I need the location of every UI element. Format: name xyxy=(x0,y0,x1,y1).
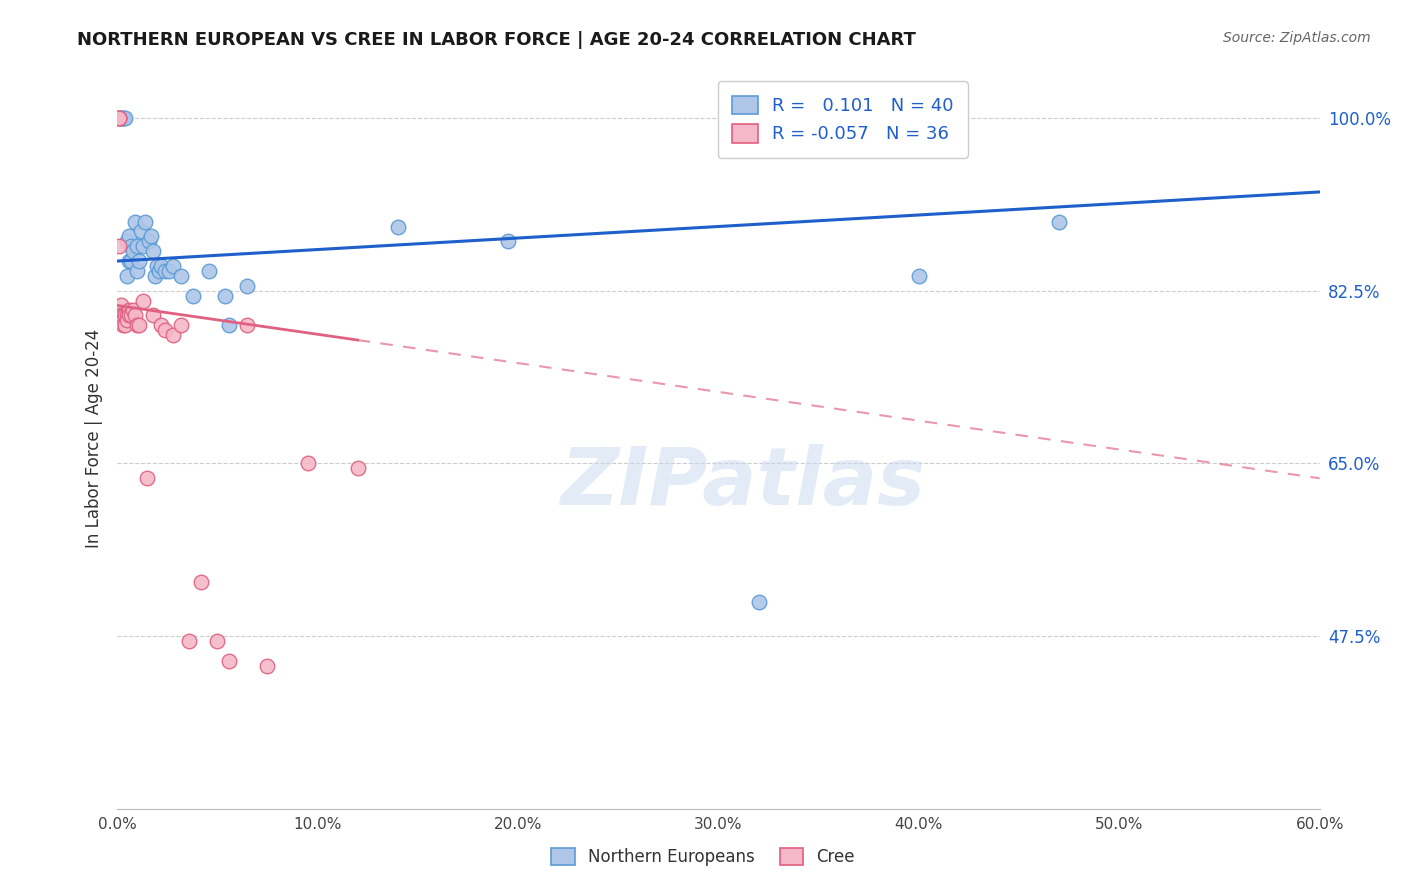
Point xyxy=(148,264,170,278)
Legend: R =   0.101   N = 40, R = -0.057   N = 36: R = 0.101 N = 40, R = -0.057 N = 36 xyxy=(718,81,967,158)
Point xyxy=(162,328,184,343)
Point xyxy=(157,264,180,278)
Point xyxy=(110,309,132,323)
Point xyxy=(127,239,149,253)
Point xyxy=(118,303,141,318)
Point xyxy=(110,309,132,323)
Point xyxy=(132,239,155,253)
Point xyxy=(118,309,141,323)
Point xyxy=(128,254,150,268)
Point xyxy=(136,471,159,485)
Point xyxy=(747,595,769,609)
Point xyxy=(118,229,141,244)
Point xyxy=(141,229,163,244)
Legend: Northern Europeans, Cree: Northern Europeans, Cree xyxy=(544,841,862,873)
Point xyxy=(112,309,135,323)
Point xyxy=(214,288,236,302)
Point xyxy=(183,288,205,302)
Point xyxy=(496,235,519,249)
Point xyxy=(162,259,184,273)
Point xyxy=(115,235,138,249)
Point xyxy=(155,264,177,278)
Point xyxy=(134,214,156,228)
Point xyxy=(114,111,136,125)
Point xyxy=(120,254,142,268)
Point xyxy=(143,268,166,283)
Point xyxy=(150,318,173,333)
Point xyxy=(218,654,240,668)
Point xyxy=(122,244,145,259)
Point xyxy=(112,313,135,327)
Point xyxy=(387,219,409,234)
Point xyxy=(346,461,368,475)
Point xyxy=(122,303,145,318)
Point xyxy=(120,309,142,323)
Point xyxy=(218,318,240,333)
Point xyxy=(127,318,149,333)
Point xyxy=(115,309,138,323)
Point xyxy=(236,318,259,333)
Point xyxy=(112,111,135,125)
Point xyxy=(110,298,132,312)
Point xyxy=(155,323,177,337)
Point xyxy=(124,309,146,323)
Point xyxy=(118,254,141,268)
Point xyxy=(198,264,221,278)
Point xyxy=(142,244,165,259)
Point xyxy=(108,111,131,125)
Point xyxy=(150,259,173,273)
Point xyxy=(170,318,193,333)
Point xyxy=(112,111,135,125)
Text: NORTHERN EUROPEAN VS CREE IN LABOR FORCE | AGE 20-24 CORRELATION CHART: NORTHERN EUROPEAN VS CREE IN LABOR FORCE… xyxy=(77,31,917,49)
Point xyxy=(297,457,319,471)
Point xyxy=(115,268,138,283)
Point xyxy=(256,659,278,673)
Point xyxy=(146,259,169,273)
Point xyxy=(190,574,212,589)
Point xyxy=(110,111,132,125)
Point xyxy=(236,278,259,293)
Point xyxy=(908,268,931,283)
Point xyxy=(108,239,131,253)
Point xyxy=(1047,214,1070,228)
Point xyxy=(112,318,135,333)
Point xyxy=(114,309,136,323)
Point xyxy=(129,224,152,238)
Point xyxy=(120,239,142,253)
Point xyxy=(138,235,160,249)
Point xyxy=(108,111,131,125)
Point xyxy=(108,111,131,125)
Point xyxy=(127,264,149,278)
Y-axis label: In Labor Force | Age 20-24: In Labor Force | Age 20-24 xyxy=(86,329,103,549)
Point xyxy=(207,634,229,648)
Point xyxy=(142,309,165,323)
Point xyxy=(179,634,201,648)
Point xyxy=(124,214,146,228)
Point xyxy=(114,318,136,333)
Point xyxy=(115,313,138,327)
Text: ZIPatlas: ZIPatlas xyxy=(560,444,925,522)
Point xyxy=(170,268,193,283)
Point xyxy=(108,111,131,125)
Point xyxy=(132,293,155,308)
Point xyxy=(128,318,150,333)
Text: Source: ZipAtlas.com: Source: ZipAtlas.com xyxy=(1223,31,1371,45)
